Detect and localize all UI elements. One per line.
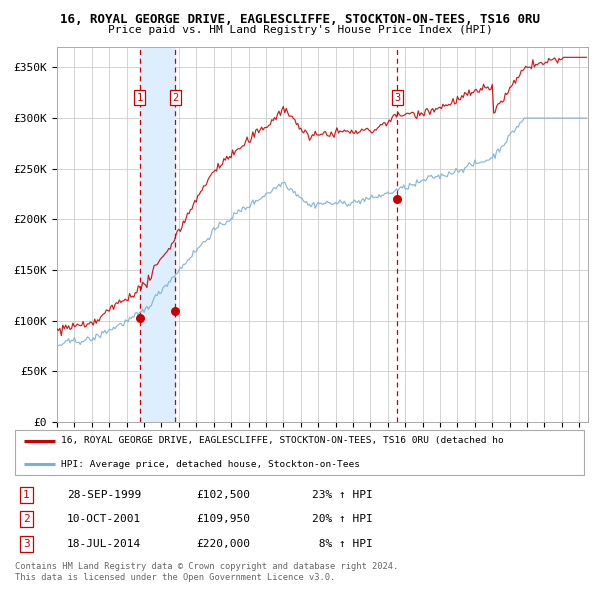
Text: £102,500: £102,500 [196,490,250,500]
Text: 20% ↑ HPI: 20% ↑ HPI [311,514,372,524]
Text: 3: 3 [394,93,400,103]
FancyBboxPatch shape [15,430,584,475]
Text: 2: 2 [172,93,178,103]
Text: 18-JUL-2014: 18-JUL-2014 [67,539,141,549]
Text: 16, ROYAL GEORGE DRIVE, EAGLESCLIFFE, STOCKTON-ON-TEES, TS16 0RU: 16, ROYAL GEORGE DRIVE, EAGLESCLIFFE, ST… [60,13,540,26]
Text: 10-OCT-2001: 10-OCT-2001 [67,514,141,524]
Text: HPI: Average price, detached house, Stockton-on-Tees: HPI: Average price, detached house, Stoc… [61,460,360,468]
Text: £220,000: £220,000 [196,539,250,549]
Text: 23% ↑ HPI: 23% ↑ HPI [311,490,372,500]
Text: 2: 2 [23,514,30,524]
Bar [140,47,175,422]
Text: This data is licensed under the Open Government Licence v3.0.: This data is licensed under the Open Gov… [15,573,335,582]
Text: £109,950: £109,950 [196,514,250,524]
Text: 16, ROYAL GEORGE DRIVE, EAGLESCLIFFE, STOCKTON-ON-TEES, TS16 0RU (detached ho: 16, ROYAL GEORGE DRIVE, EAGLESCLIFFE, ST… [61,437,504,445]
Text: 28-SEP-1999: 28-SEP-1999 [67,490,141,500]
Text: 3: 3 [23,539,30,549]
Text: Contains HM Land Registry data © Crown copyright and database right 2024.: Contains HM Land Registry data © Crown c… [15,562,398,571]
Text: Price paid vs. HM Land Registry's House Price Index (HPI): Price paid vs. HM Land Registry's House … [107,25,493,35]
Text: 8% ↑ HPI: 8% ↑ HPI [311,539,372,549]
Text: 1: 1 [23,490,30,500]
Text: 1: 1 [136,93,143,103]
